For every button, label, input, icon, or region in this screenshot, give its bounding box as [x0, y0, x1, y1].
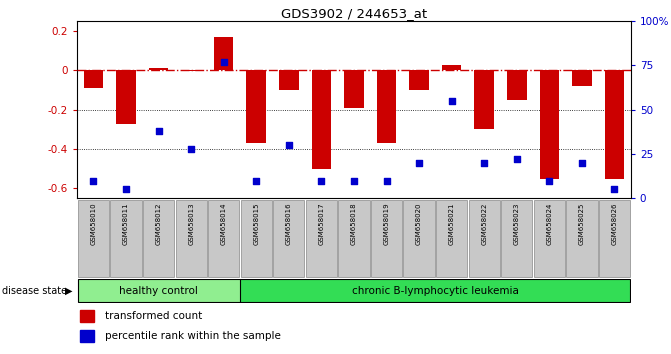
- Text: GSM658010: GSM658010: [91, 202, 97, 245]
- Point: [88, 178, 99, 183]
- FancyBboxPatch shape: [78, 279, 240, 302]
- Point: [544, 178, 555, 183]
- Bar: [442, 64, 462, 70]
- FancyBboxPatch shape: [143, 200, 174, 277]
- Text: GSM658019: GSM658019: [384, 202, 390, 245]
- Bar: [409, 70, 429, 90]
- Text: ▶: ▶: [64, 286, 72, 296]
- Text: GSM658014: GSM658014: [221, 202, 227, 245]
- Bar: [181, 70, 201, 72]
- FancyBboxPatch shape: [599, 200, 630, 277]
- Bar: [80, 310, 94, 322]
- FancyBboxPatch shape: [403, 200, 435, 277]
- Bar: [279, 70, 299, 90]
- Point: [283, 142, 294, 148]
- Text: GSM658018: GSM658018: [351, 202, 357, 245]
- FancyBboxPatch shape: [436, 200, 467, 277]
- Point: [251, 178, 262, 183]
- FancyBboxPatch shape: [533, 200, 565, 277]
- Point: [479, 160, 490, 166]
- FancyBboxPatch shape: [468, 200, 500, 277]
- Bar: [84, 70, 103, 88]
- Bar: [474, 70, 494, 130]
- FancyBboxPatch shape: [371, 200, 402, 277]
- Point: [121, 187, 132, 192]
- FancyBboxPatch shape: [208, 200, 240, 277]
- Bar: [507, 70, 527, 100]
- Bar: [246, 70, 266, 143]
- Text: GSM658021: GSM658021: [449, 202, 455, 245]
- Text: GSM658023: GSM658023: [514, 202, 520, 245]
- Bar: [344, 70, 364, 108]
- Text: GSM658017: GSM658017: [318, 202, 324, 245]
- Text: transformed count: transformed count: [105, 311, 202, 321]
- Point: [381, 178, 392, 183]
- Point: [349, 178, 360, 183]
- Bar: [311, 70, 331, 169]
- FancyBboxPatch shape: [566, 200, 598, 277]
- FancyBboxPatch shape: [78, 200, 109, 277]
- Bar: [376, 70, 397, 143]
- FancyBboxPatch shape: [176, 200, 207, 277]
- Point: [576, 160, 587, 166]
- Text: GSM658024: GSM658024: [546, 202, 552, 245]
- Text: disease state: disease state: [2, 286, 67, 296]
- FancyBboxPatch shape: [273, 200, 305, 277]
- Text: GSM658020: GSM658020: [416, 202, 422, 245]
- Point: [414, 160, 425, 166]
- FancyBboxPatch shape: [501, 200, 532, 277]
- FancyBboxPatch shape: [306, 200, 337, 277]
- FancyBboxPatch shape: [241, 200, 272, 277]
- FancyBboxPatch shape: [338, 200, 370, 277]
- Bar: [539, 70, 559, 178]
- Text: GSM658026: GSM658026: [611, 202, 617, 245]
- Text: GSM658011: GSM658011: [123, 202, 129, 245]
- Text: healthy control: healthy control: [119, 286, 198, 296]
- Bar: [572, 70, 592, 86]
- Point: [511, 156, 522, 162]
- Point: [609, 187, 620, 192]
- Bar: [605, 70, 624, 178]
- Point: [186, 146, 197, 152]
- Text: GSM658022: GSM658022: [481, 202, 487, 245]
- Text: GSM658025: GSM658025: [579, 202, 585, 245]
- Text: GSM658012: GSM658012: [156, 202, 162, 245]
- Bar: [214, 37, 234, 70]
- Text: GSM658015: GSM658015: [253, 202, 259, 245]
- Bar: [149, 68, 168, 70]
- Title: GDS3902 / 244653_at: GDS3902 / 244653_at: [281, 7, 427, 20]
- FancyBboxPatch shape: [240, 279, 630, 302]
- FancyBboxPatch shape: [110, 200, 142, 277]
- Text: chronic B-lymphocytic leukemia: chronic B-lymphocytic leukemia: [352, 286, 519, 296]
- Text: GSM658013: GSM658013: [188, 202, 194, 245]
- Point: [446, 98, 457, 104]
- Bar: [80, 330, 94, 342]
- Bar: [116, 70, 136, 124]
- Point: [153, 128, 164, 134]
- Point: [316, 178, 327, 183]
- Text: percentile rank within the sample: percentile rank within the sample: [105, 331, 280, 341]
- Text: GSM658016: GSM658016: [286, 202, 292, 245]
- Point: [218, 59, 229, 65]
